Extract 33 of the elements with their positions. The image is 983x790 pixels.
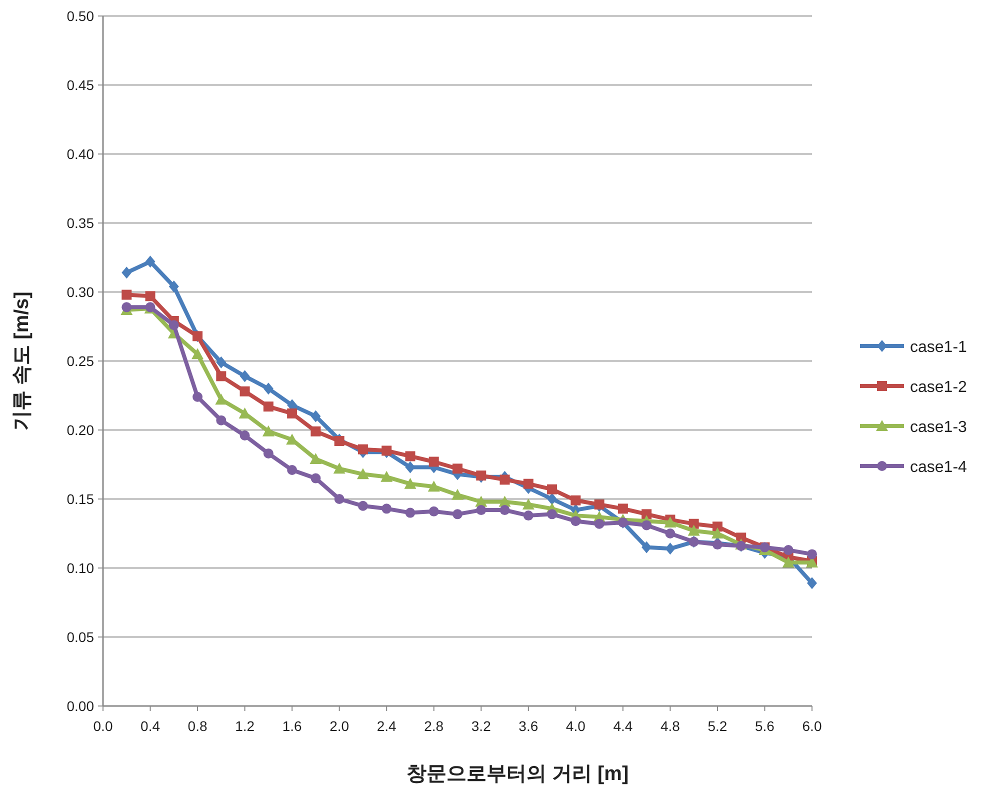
y-tick-label: 0.05 xyxy=(66,629,94,645)
x-tick-label: 0.8 xyxy=(188,718,208,734)
y-tick-label: 0.45 xyxy=(66,77,94,93)
x-tick-label: 4.0 xyxy=(566,718,586,734)
legend-label: case1-4 xyxy=(910,459,968,476)
x-tick-label: 0.4 xyxy=(140,718,160,734)
x-tick-label: 5.6 xyxy=(755,718,775,734)
x-tick-label: 3.2 xyxy=(471,718,492,734)
x-tick-label: 1.2 xyxy=(235,718,255,734)
y-tick-label: 0.20 xyxy=(66,422,94,438)
x-tick-label: 2.8 xyxy=(424,718,444,734)
y-tick-label: 0.35 xyxy=(66,215,94,231)
x-tick-label: 6.0 xyxy=(802,718,822,734)
x-tick-label: 5.2 xyxy=(708,718,728,734)
legend-label: case1-2 xyxy=(910,379,968,396)
y-tick-label: 0.15 xyxy=(66,491,94,507)
y-axis-title: 기류 속도 [m/s] xyxy=(11,292,33,430)
x-axis-title: 창문으로부터의 거리 [m] xyxy=(406,763,629,785)
y-tick-label: 0.30 xyxy=(66,284,94,300)
x-tick-label: 4.8 xyxy=(660,718,680,734)
x-tick-label: 1.6 xyxy=(282,718,302,734)
x-tick-label: 3.6 xyxy=(518,718,538,734)
legend-label: case1-1 xyxy=(910,339,968,356)
x-tick-label: 2.0 xyxy=(330,718,350,734)
y-tick-label: 0.00 xyxy=(66,698,94,714)
y-tick-label: 0.25 xyxy=(66,353,94,369)
y-tick-label: 0.10 xyxy=(66,560,94,576)
x-tick-label: 2.4 xyxy=(376,718,397,734)
legend-label: case1-3 xyxy=(910,419,968,436)
x-tick-label: 4.4 xyxy=(613,718,633,734)
y-tick-label: 0.40 xyxy=(66,146,94,162)
x-tick-label: 0.0 xyxy=(93,718,113,734)
y-tick-label: 0.50 xyxy=(66,8,94,24)
